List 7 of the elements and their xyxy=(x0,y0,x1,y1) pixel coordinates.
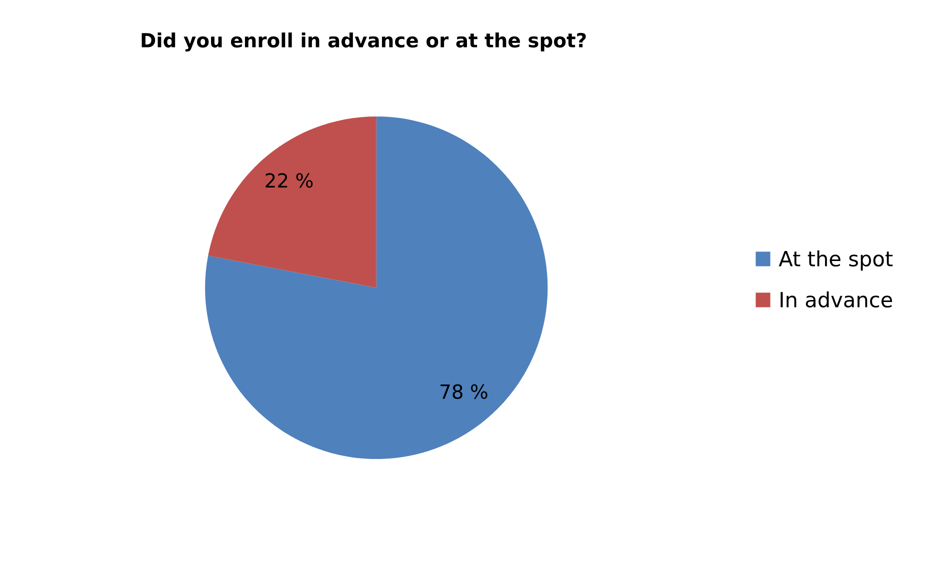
chart-title: Did you enroll in advance or at the spot? xyxy=(142,32,586,52)
pie-slice xyxy=(205,116,548,460)
data-label: 22 % xyxy=(266,173,313,188)
legend-label: At the spot xyxy=(778,250,893,271)
data-label: 78 % xyxy=(440,384,488,399)
legend-label: In advance xyxy=(780,291,892,308)
pie-slice xyxy=(208,116,376,288)
